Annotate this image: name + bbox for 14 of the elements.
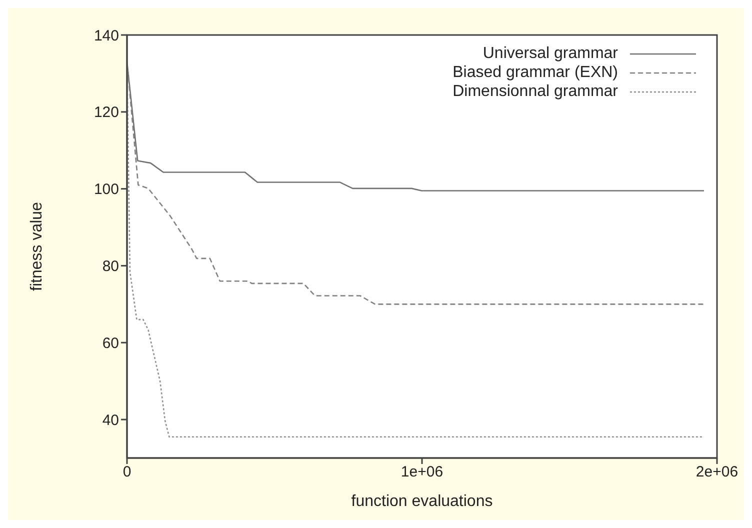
legend-label: Biased grammar (EXN): [452, 63, 618, 82]
x-tick-label: 0: [122, 464, 132, 481]
y-tick-label: 120: [94, 104, 119, 122]
x-tick-label: 1e+06: [400, 464, 444, 481]
x-axis-title: function evaluations: [351, 493, 493, 510]
legend-label: Universal grammar: [482, 44, 618, 63]
x-tick-label: 2e+06: [696, 464, 738, 481]
y-tick-label: 140: [94, 27, 119, 44]
legend-label: Dimensionnal grammar: [452, 82, 618, 101]
y-tick-label: 80: [102, 258, 119, 276]
y-tick-label: 60: [102, 334, 119, 352]
y-tick-label: 40: [102, 412, 119, 429]
y-axis-title: fitness value: [28, 202, 46, 291]
y-tick-label: 100: [94, 181, 119, 198]
